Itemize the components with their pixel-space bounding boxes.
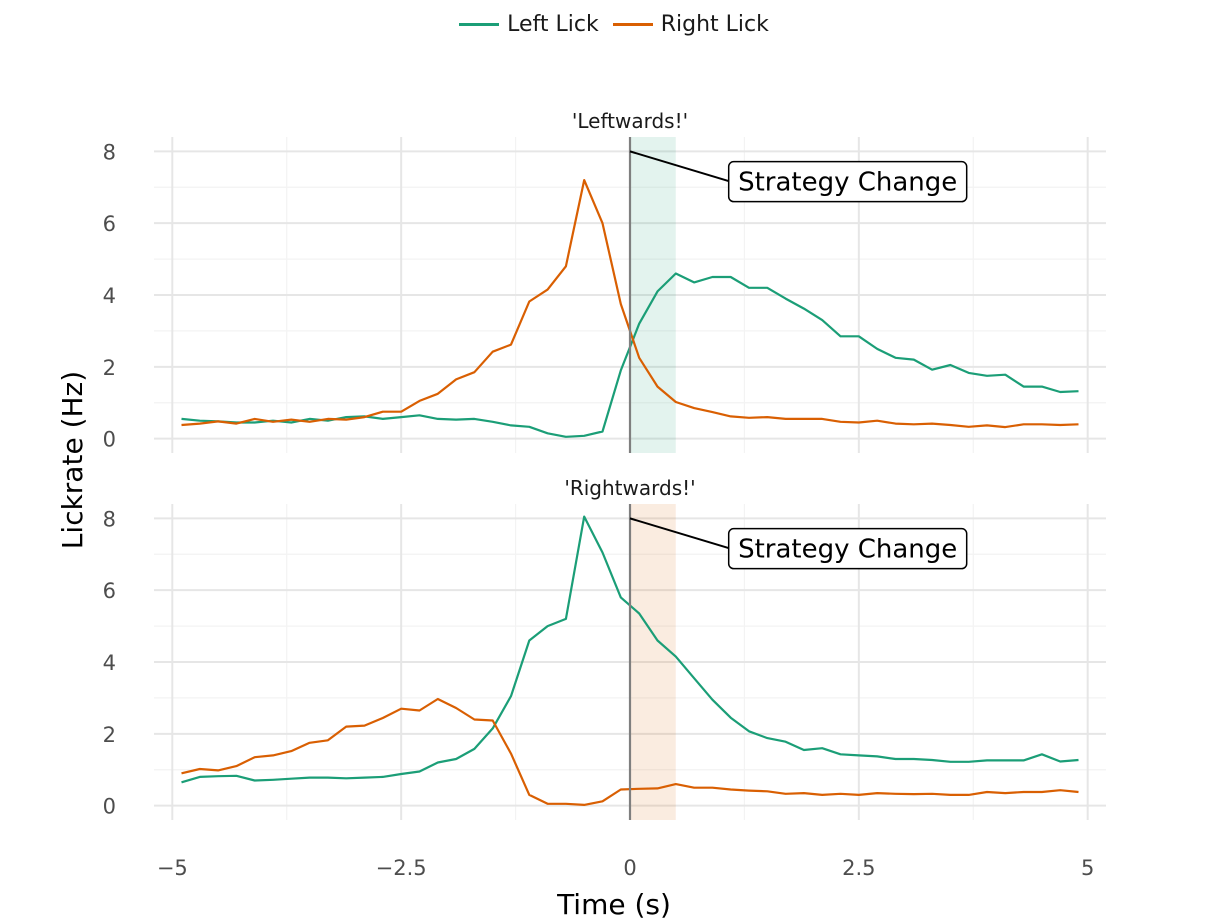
annotation-text: Strategy Change bbox=[738, 535, 957, 565]
y-tick-label: 6 bbox=[103, 212, 116, 236]
x-tick-label: 2.5 bbox=[842, 856, 875, 880]
panel-leftwards: 0 2 4 6 8 'Leftwards!' Strategy Change bbox=[103, 109, 1106, 453]
annotation-text: Strategy Change bbox=[738, 168, 957, 198]
shaded-interval bbox=[630, 137, 676, 453]
annotation-leader bbox=[629, 517, 731, 550]
legend-item-right-lick: Right Lick bbox=[612, 12, 769, 37]
legend-swatch-right-lick bbox=[612, 23, 653, 26]
x-axis-label: Time (s) bbox=[556, 888, 671, 921]
y-axis-label: Lickrate (Hz) bbox=[56, 371, 89, 549]
legend-swatch-left-lick bbox=[459, 23, 500, 26]
x-tick-label: −5 bbox=[157, 856, 188, 880]
shaded-interval bbox=[630, 504, 676, 820]
x-tick-label: 0 bbox=[623, 856, 636, 880]
panel-title: 'Rightwards!' bbox=[564, 476, 695, 500]
x-tick-label: 5 bbox=[1081, 856, 1094, 880]
annotation-box bbox=[727, 160, 968, 203]
y-tick-label: 0 bbox=[103, 795, 116, 819]
annotation-box bbox=[727, 527, 968, 570]
panel-rightwards: 0 2 4 6 8 'Rightwards!' Strategy Change bbox=[103, 476, 1106, 820]
y-tick-label: 4 bbox=[103, 284, 116, 308]
legend: Left Lick Right Lick bbox=[0, 12, 1228, 37]
legend-item-left-lick: Left Lick bbox=[459, 12, 599, 37]
legend-label-right-lick: Right Lick bbox=[660, 12, 769, 37]
y-tick-label: 8 bbox=[103, 507, 116, 531]
panel-title: 'Leftwards!' bbox=[572, 109, 688, 133]
x-tick-label: −2.5 bbox=[376, 856, 427, 880]
y-tick-label: 2 bbox=[103, 723, 116, 747]
y-tick-label: 4 bbox=[103, 651, 116, 675]
y-tick-label: 6 bbox=[103, 579, 116, 603]
y-tick-label: 8 bbox=[103, 140, 116, 164]
y-tick-label: 0 bbox=[103, 428, 116, 452]
annotation-leader bbox=[629, 150, 731, 183]
y-tick-label: 2 bbox=[103, 356, 116, 380]
legend-label-left-lick: Left Lick bbox=[507, 12, 599, 37]
